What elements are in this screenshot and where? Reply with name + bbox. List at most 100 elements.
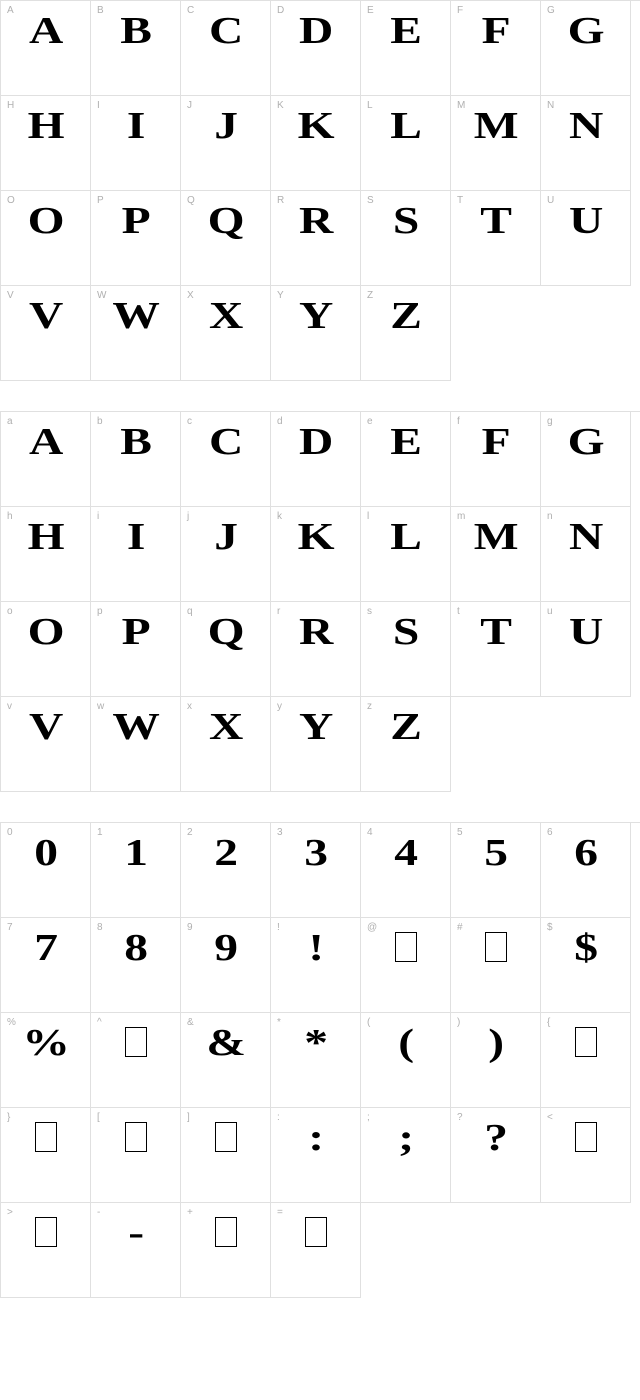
glyph-cell: JJ — [181, 96, 271, 191]
glyph: N — [530, 104, 640, 148]
glyph-cell: PP — [91, 191, 181, 286]
missing-glyph-icon — [35, 1122, 57, 1152]
cell-label: @ — [367, 922, 377, 933]
glyph-cell: 44 — [361, 823, 451, 918]
glyph: Z — [350, 705, 461, 749]
glyph-cell: EE — [361, 1, 451, 96]
glyph-cell: (( — [361, 1013, 451, 1108]
glyph-cell: )) — [451, 1013, 541, 1108]
glyph-cell: aA — [1, 412, 91, 507]
glyph-cell: 77 — [1, 918, 91, 1013]
cell-label: # — [457, 922, 463, 933]
glyph-cell: !! — [271, 918, 361, 1013]
glyph-cell: $$ — [541, 918, 631, 1013]
glyph-cell: @ — [361, 918, 451, 1013]
glyph-cell: gG — [541, 412, 631, 507]
character-map: AABBCCDDEEFFGGHHIIJJKKLLMMNNOOPPQQRRSSTT… — [0, 0, 640, 1298]
glyph: 6 — [530, 831, 640, 875]
glyph-cell: 99 — [181, 918, 271, 1013]
glyph: G — [530, 420, 640, 464]
glyph: Z — [350, 294, 461, 338]
glyph-cell: VV — [1, 286, 91, 381]
cell-label: + — [187, 1207, 193, 1218]
glyph-cell: II — [91, 96, 181, 191]
empty-cell — [541, 1203, 631, 1298]
missing-glyph-icon — [575, 1122, 597, 1152]
glyph-cell: 00 — [1, 823, 91, 918]
glyph-cell: YY — [271, 286, 361, 381]
glyph-cell: DD — [271, 1, 361, 96]
glyph-cell: kK — [271, 507, 361, 602]
glyph-cell: 55 — [451, 823, 541, 918]
glyph-cell: mM — [451, 507, 541, 602]
section-lowercase: aAbBcCdDeEfFgGhHiIjJkKlLmMnNoOpPqQrRsStT… — [0, 411, 640, 792]
glyph-cell: XX — [181, 286, 271, 381]
glyph-cell: ?? — [451, 1108, 541, 1203]
cell-label: [ — [97, 1112, 100, 1123]
glyph-cell: CC — [181, 1, 271, 96]
glyph-cell: xX — [181, 697, 271, 792]
missing-glyph-icon — [575, 1027, 597, 1057]
glyph-cell: GG — [541, 1, 631, 96]
glyph-cell: 66 — [541, 823, 631, 918]
glyph-grid: aAbBcCdDeEfFgGhHiIjJkKlLmMnNoOpPqQrRsStT… — [0, 411, 640, 792]
cell-label: ] — [187, 1112, 190, 1123]
glyph-cell: ZZ — [361, 286, 451, 381]
glyph-cell: fF — [451, 412, 541, 507]
cell-label: = — [277, 1207, 283, 1218]
glyph-cell: vV — [1, 697, 91, 792]
glyph-cell: QQ — [181, 191, 271, 286]
glyph-cell: WW — [91, 286, 181, 381]
missing-glyph-icon — [305, 1217, 327, 1247]
cell-label: > — [7, 1207, 13, 1218]
section-uppercase: AABBCCDDEEFFGGHHIIJJKKLLMMNNOOPPQQRRSSTT… — [0, 0, 640, 381]
glyph-cell: NN — [541, 96, 631, 191]
glyph-cell: [ — [91, 1108, 181, 1203]
glyph-cell: jJ — [181, 507, 271, 602]
glyph-cell: iI — [91, 507, 181, 602]
glyph-grid: AABBCCDDEEFFGGHHIIJJKKLLMMNNOOPPQQRRSSTT… — [0, 0, 640, 381]
glyph-cell: cC — [181, 412, 271, 507]
glyph-cell: MM — [451, 96, 541, 191]
glyph-cell: yY — [271, 697, 361, 792]
glyph-cell: eE — [361, 412, 451, 507]
glyph-cell: nN — [541, 507, 631, 602]
glyph-cell: :: — [271, 1108, 361, 1203]
glyph-cell: TT — [451, 191, 541, 286]
glyph-cell: = — [271, 1203, 361, 1298]
missing-glyph-icon — [215, 1122, 237, 1152]
glyph-cell: uU — [541, 602, 631, 697]
missing-glyph-icon — [125, 1122, 147, 1152]
glyph-cell: RR — [271, 191, 361, 286]
glyph-cell: HH — [1, 96, 91, 191]
empty-cell — [361, 1203, 451, 1298]
glyph-grid: 00112233445566778899!!@#$$%%^&&**(()){}[… — [0, 822, 640, 1298]
glyph-cell: pP — [91, 602, 181, 697]
glyph: % — [0, 1021, 101, 1065]
glyph-cell: tT — [451, 602, 541, 697]
glyph-cell: %% — [1, 1013, 91, 1108]
glyph: ) — [440, 1021, 551, 1065]
glyph: - — [80, 1211, 191, 1255]
cell-label: { — [547, 1017, 550, 1028]
glyph-cell: wW — [91, 697, 181, 792]
cell-label: ^ — [97, 1017, 102, 1028]
glyph-cell: oO — [1, 602, 91, 697]
missing-glyph-icon — [485, 932, 507, 962]
glyph-cell: LL — [361, 96, 451, 191]
glyph-cell: ^ — [91, 1013, 181, 1108]
glyph-cell: AA — [1, 1, 91, 96]
glyph-cell: 11 — [91, 823, 181, 918]
glyph-cell: } — [1, 1108, 91, 1203]
glyph-cell: ;; — [361, 1108, 451, 1203]
glyph-cell: hH — [1, 507, 91, 602]
glyph-cell: BB — [91, 1, 181, 96]
section-digits-symbols: 00112233445566778899!!@#$$%%^&&**(()){}[… — [0, 822, 640, 1298]
glyph-cell: bB — [91, 412, 181, 507]
glyph-cell: < — [541, 1108, 631, 1203]
glyph-cell: + — [181, 1203, 271, 1298]
empty-cell — [541, 286, 631, 381]
glyph-cell: FF — [451, 1, 541, 96]
glyph-cell: ] — [181, 1108, 271, 1203]
empty-cell — [451, 697, 541, 792]
